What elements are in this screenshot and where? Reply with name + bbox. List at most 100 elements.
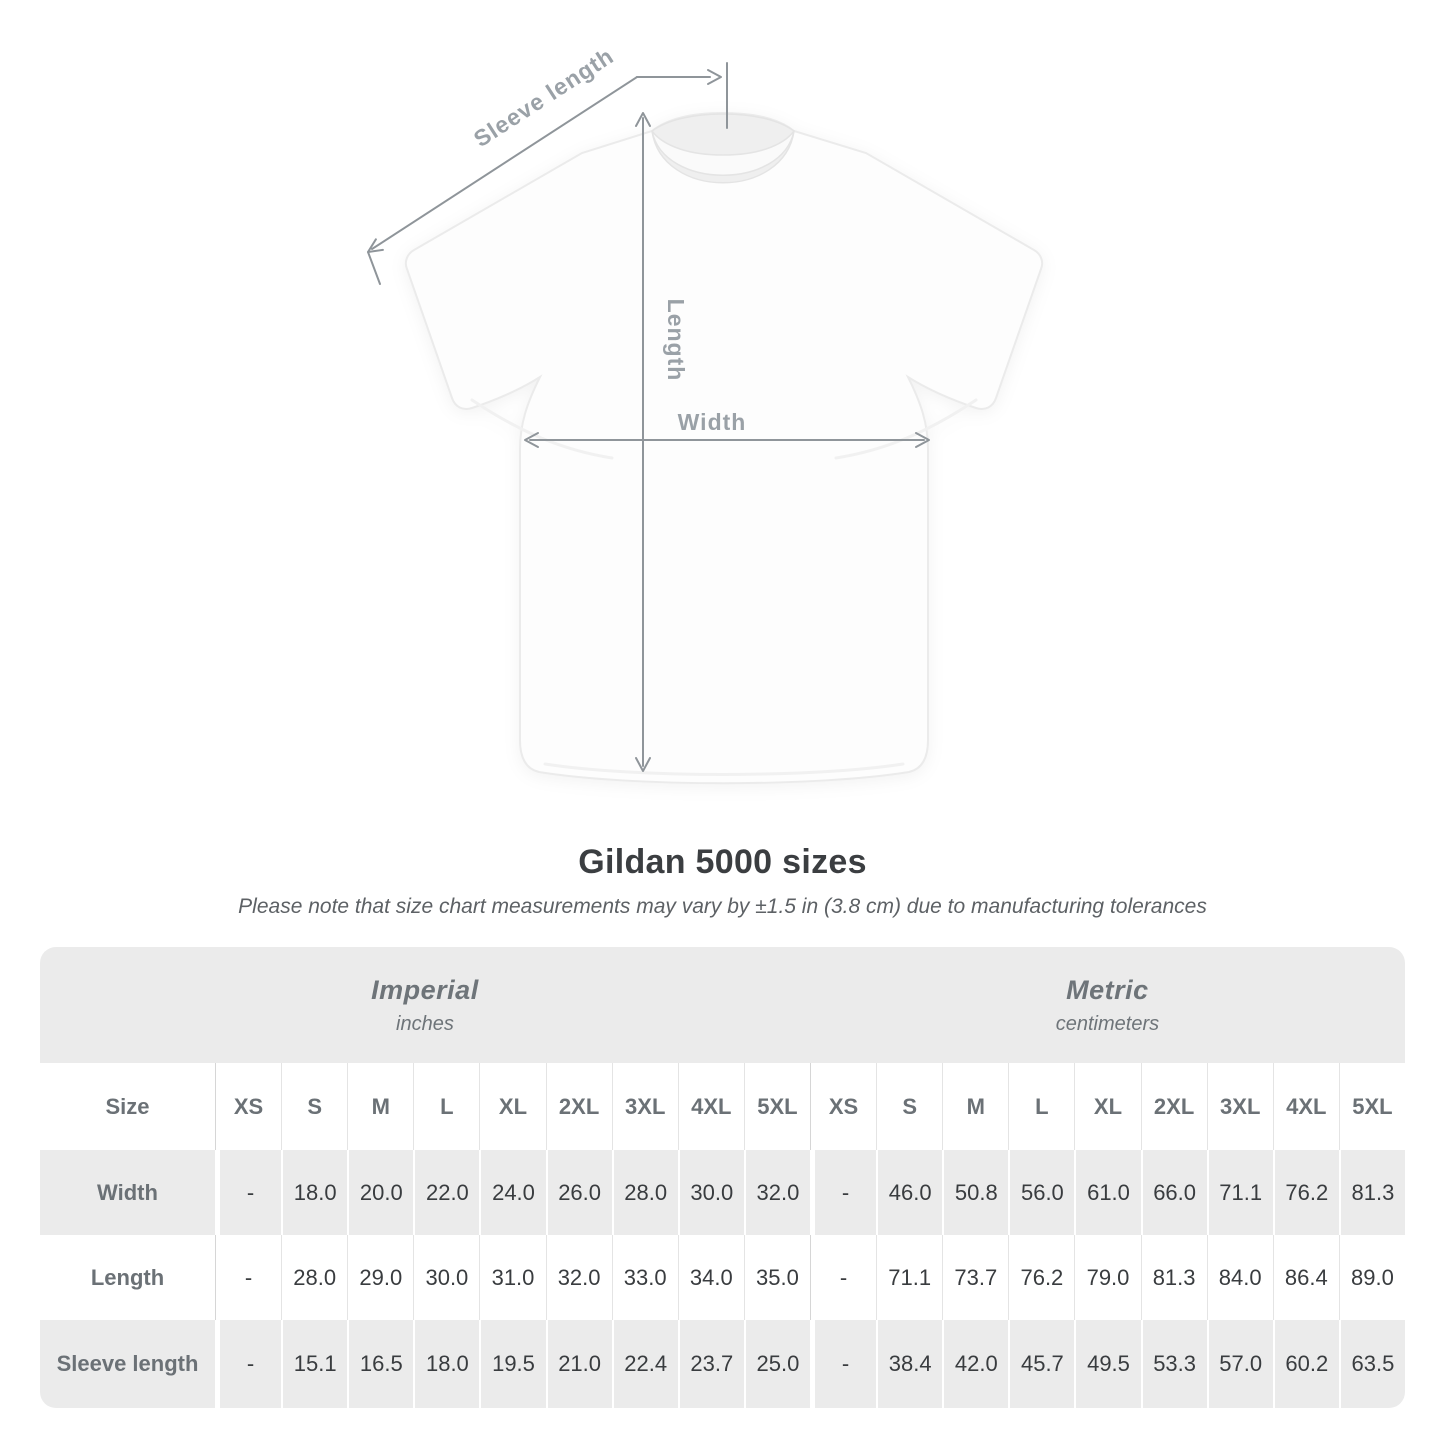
value-cell: - [215, 1320, 281, 1408]
size-header-cell: XS [810, 1063, 876, 1150]
row-label: Length [90, 1264, 165, 1290]
value-cell: 19.5 [479, 1320, 545, 1408]
value-cell: - [810, 1150, 876, 1235]
value-cell: 34.0 [677, 1235, 744, 1320]
value-cell: 60.2 [1272, 1320, 1339, 1408]
imperial-unit-header: Imperial inches [40, 947, 810, 1063]
size-header-cell: XL [479, 1063, 545, 1150]
size-header-cell: 5XL [1338, 1063, 1405, 1150]
length-arrowhead-top [635, 112, 651, 127]
value-cell: 38.4 [876, 1320, 942, 1408]
size-header-cell: 2XL [545, 1063, 612, 1150]
length-label: Length [663, 299, 689, 382]
value-cell: 28.0 [281, 1235, 347, 1320]
value-cell: 81.3 [1338, 1150, 1405, 1235]
size-header-cell: M [942, 1063, 1008, 1150]
tshirt-body [404, 111, 1044, 785]
value-cell: 15.1 [281, 1320, 347, 1408]
length-arrowhead-bottom [635, 757, 651, 772]
value-cell: 81.3 [1140, 1235, 1207, 1320]
value-cell: 53.3 [1140, 1320, 1207, 1408]
tshirt-measurement-diagram: Sleeve length Length Width [367, 42, 1044, 785]
tolerance-note: Please note that size chart measurements… [238, 895, 1207, 918]
value-cell: 25.0 [743, 1320, 810, 1408]
unit-header-band: Imperial inches Metric centimeters [40, 947, 1405, 1063]
imperial-label: Imperial [371, 974, 479, 1005]
tshirt-hem-stitch [543, 762, 905, 776]
value-cell: 30.0 [413, 1235, 479, 1320]
tshirt-left-crease [470, 398, 614, 460]
size-header-row: Size XS S M L XL 2XL 3XL 4XL 5XL XS S M … [40, 1063, 1405, 1150]
tshirt-right-crease [834, 398, 978, 460]
value-cell: 35.0 [743, 1235, 810, 1320]
value-cell: - [215, 1150, 281, 1235]
value-cell: 84.0 [1206, 1235, 1273, 1320]
value-cell: 45.7 [1008, 1320, 1074, 1408]
size-header-cell: XS [215, 1063, 281, 1150]
tshirt-illustration [404, 111, 1044, 785]
size-header-cell: S [281, 1063, 347, 1150]
value-cell: 33.0 [611, 1235, 678, 1320]
value-cell: 63.5 [1338, 1320, 1405, 1408]
value-cell: 28.0 [611, 1150, 678, 1235]
value-cell: 21.0 [545, 1320, 612, 1408]
value-cell: 31.0 [479, 1235, 545, 1320]
value-cell: 73.7 [942, 1235, 1008, 1320]
row-label: Width [97, 1179, 158, 1205]
size-column-header: Size [105, 1093, 150, 1119]
size-header-cell: 3XL [611, 1063, 678, 1150]
value-cell: 22.0 [413, 1150, 479, 1235]
sleeve-length-tail [367, 251, 381, 285]
value-cell: 29.0 [347, 1235, 413, 1320]
value-cell: 32.0 [743, 1150, 810, 1235]
value-cell: 56.0 [1008, 1150, 1074, 1235]
size-header-cell: 4XL [1272, 1063, 1339, 1150]
value-cell: 32.0 [545, 1235, 612, 1320]
size-header-cell: L [413, 1063, 479, 1150]
value-cell: - [810, 1320, 876, 1408]
size-header-cell: L [1008, 1063, 1074, 1150]
value-cell: 71.1 [876, 1235, 942, 1320]
value-cell: - [810, 1235, 876, 1320]
size-header-cell: 3XL [1206, 1063, 1273, 1150]
value-cell: 16.5 [347, 1320, 413, 1408]
value-cell: 42.0 [942, 1320, 1008, 1408]
size-header-cell: 4XL [677, 1063, 744, 1150]
width-arrowhead-right [915, 432, 930, 448]
value-cell: 24.0 [479, 1150, 545, 1235]
imperial-unit: inches [396, 1012, 454, 1035]
table-row-length: Length - 28.0 29.0 30.0 31.0 32.0 33.0 3… [40, 1235, 1405, 1320]
size-header-cell: 2XL [1140, 1063, 1207, 1150]
measurement-lines [367, 62, 930, 772]
value-cell: 50.8 [942, 1150, 1008, 1235]
row-label: Sleeve length [56, 1351, 199, 1376]
value-cell: 89.0 [1338, 1235, 1405, 1320]
value-cell: 18.0 [281, 1150, 347, 1235]
metric-unit-header: Metric centimeters [810, 947, 1405, 1063]
size-table: Imperial inches Metric centimeters Size … [40, 947, 1405, 1408]
value-cell: 79.0 [1074, 1235, 1140, 1320]
value-cell: 57.0 [1206, 1320, 1273, 1408]
table-row-width: Width - 18.0 20.0 22.0 24.0 26.0 28.0 30… [40, 1150, 1405, 1235]
value-cell: 66.0 [1140, 1150, 1207, 1235]
value-cell: 86.4 [1272, 1235, 1339, 1320]
size-header-cell: M [347, 1063, 413, 1150]
size-header-cell: 5XL [743, 1063, 810, 1150]
sleeve-length-label: Sleeve length [469, 42, 618, 152]
value-cell: 22.4 [611, 1320, 678, 1408]
value-cell: - [215, 1235, 281, 1320]
value-cell: 23.7 [677, 1320, 744, 1408]
metric-label: Metric [1066, 974, 1149, 1005]
sleeve-length-line [371, 76, 638, 250]
tshirt-collar-band [651, 130, 795, 176]
value-cell: 30.0 [677, 1150, 744, 1235]
value-cell: 20.0 [347, 1150, 413, 1235]
size-header-cell: S [876, 1063, 942, 1150]
metric-unit: centimeters [1055, 1012, 1160, 1035]
value-cell: 71.1 [1206, 1150, 1273, 1235]
value-cell: 61.0 [1074, 1150, 1140, 1235]
value-cell: 76.2 [1008, 1235, 1074, 1320]
table-row-sleeve-length: Sleeve length - 15.1 16.5 18.0 19.5 21.0… [40, 1320, 1405, 1408]
neck-offset-arrowhead [707, 69, 722, 85]
